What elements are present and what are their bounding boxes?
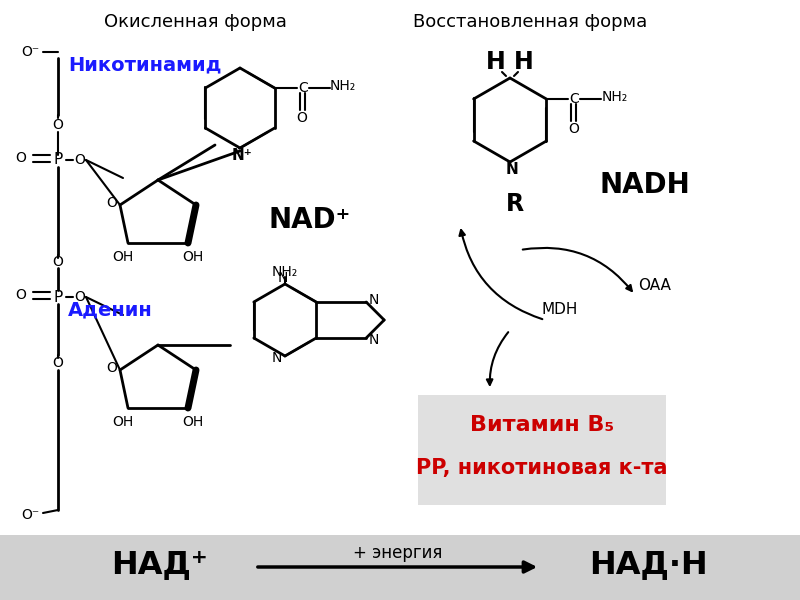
Text: R: R [506, 192, 524, 216]
Text: N: N [369, 293, 379, 307]
Text: PP, никотиновая к-та: PP, никотиновая к-та [416, 458, 668, 478]
Text: OH: OH [112, 250, 134, 264]
Text: NH₂: NH₂ [330, 79, 356, 93]
Text: O⁻: O⁻ [22, 45, 40, 59]
Text: NADH: NADH [600, 171, 690, 199]
Text: OH: OH [182, 415, 204, 429]
Text: NH₂: NH₂ [272, 265, 298, 279]
Text: H: H [514, 50, 534, 74]
Text: Окисленная форма: Окисленная форма [103, 13, 286, 31]
Text: P: P [54, 152, 62, 167]
Text: NAD⁺: NAD⁺ [269, 206, 351, 234]
Text: NH₂: NH₂ [602, 90, 627, 104]
Text: N⁺: N⁺ [232, 148, 252, 163]
Text: N: N [272, 351, 282, 365]
Text: N: N [506, 163, 518, 178]
Text: C: C [570, 92, 579, 106]
Text: Восстановленная форма: Восстановленная форма [413, 13, 647, 31]
Text: O: O [74, 290, 86, 304]
Text: O: O [106, 196, 118, 210]
Text: H: H [486, 50, 506, 74]
Text: P: P [54, 289, 62, 304]
Text: N: N [278, 271, 288, 285]
Text: O: O [296, 111, 307, 125]
Text: Витамин B₅: Витамин B₅ [470, 415, 614, 435]
FancyBboxPatch shape [0, 535, 800, 600]
FancyBboxPatch shape [0, 0, 800, 535]
Text: O: O [53, 356, 63, 370]
Text: OH: OH [182, 250, 204, 264]
FancyBboxPatch shape [418, 395, 666, 505]
Text: O: O [106, 361, 118, 375]
Text: N: N [369, 333, 379, 347]
Text: OH: OH [112, 415, 134, 429]
Text: Аденин: Аденин [68, 301, 153, 319]
Text: O: O [568, 122, 579, 136]
Text: O: O [74, 153, 86, 167]
Text: O: O [15, 288, 26, 302]
Text: O⁻: O⁻ [22, 508, 40, 522]
Text: НАД⁺: НАД⁺ [112, 550, 208, 581]
Text: C: C [298, 81, 307, 95]
Text: + энергия: + энергия [354, 544, 442, 562]
Text: O: O [53, 118, 63, 132]
Text: O: O [15, 151, 26, 165]
Text: OAA: OAA [638, 277, 671, 292]
Text: НАД·Н: НАД·Н [589, 550, 707, 581]
Text: MDH: MDH [542, 302, 578, 317]
Text: Никотинамид: Никотинамид [68, 55, 222, 74]
Text: O: O [53, 255, 63, 269]
